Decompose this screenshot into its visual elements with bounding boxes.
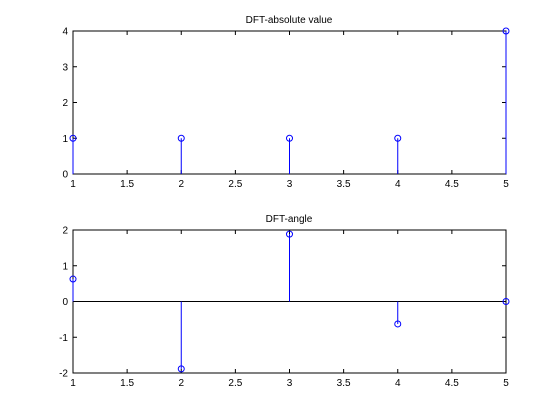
y-tick-label: 4 [62,27,68,38]
stem-marker [394,320,402,328]
y-tick-label: 1 [62,134,68,145]
x-tick-label: 4 [395,179,401,190]
x-tick-label: 1.5 [120,378,134,389]
x-tick-label: 1 [70,179,76,190]
subplot-absolute-value: DFT-absolute value 1 1.5 2 2.5 3 3.5 4 4.5 50123… [62,15,510,190]
stem-marker [177,134,185,142]
y-tick-label: 3 [62,62,68,73]
stem-marker [286,134,293,142]
y-tick-label: 0 [62,170,68,181]
stem-marker [502,298,510,305]
x-tick-label: 3 [287,179,293,190]
x-tick-label: 4.5 [445,378,459,389]
stem-marker [69,134,77,142]
x-tick-label: 5 [503,179,509,190]
x-tick-label: 3.5 [337,378,351,389]
y-tick-label: 2 [62,226,68,237]
y-tick-label: -1 [59,333,68,344]
y-tick-label: 2 [62,98,68,109]
x-tick-label: 4 [395,378,401,389]
x-tick-label: 1.5 [120,179,134,190]
stem-marker [177,365,185,373]
subplot-angle: DFT-angle 1 1.5 2 2.5 3 3.5 4 4.5 5 -2 -1 0 1 2 [59,214,510,389]
x-tick-label: 1 [70,378,76,389]
x-tick-label: 2 [178,378,184,389]
y-tick-label: -2 [59,369,68,380]
x-tick-label: 3.5 [337,179,351,190]
y-tick-label: 1 [62,261,68,272]
plot-area: 1 1.5 2 2.5 3 3.5 4 4.5 5 -2 -1 0 1 2 [59,226,510,389]
x-tick-label: 3 [287,378,293,389]
subplot-title: DFT-angle [266,214,313,225]
x-tick-label: 2.5 [228,378,242,389]
x-tick-label: 4.5 [445,179,459,190]
x-tick-label: 2 [178,179,184,190]
stem-marker [394,134,402,142]
x-tick-label: 2.5 [228,179,242,190]
x-tick-label: 5 [503,378,509,389]
y-tick-label: 0 [62,297,68,308]
stem-marker [502,27,510,35]
stem-marker [286,230,293,238]
subplot-title: DFT-absolute value [246,15,333,26]
stem-marker [69,275,77,283]
